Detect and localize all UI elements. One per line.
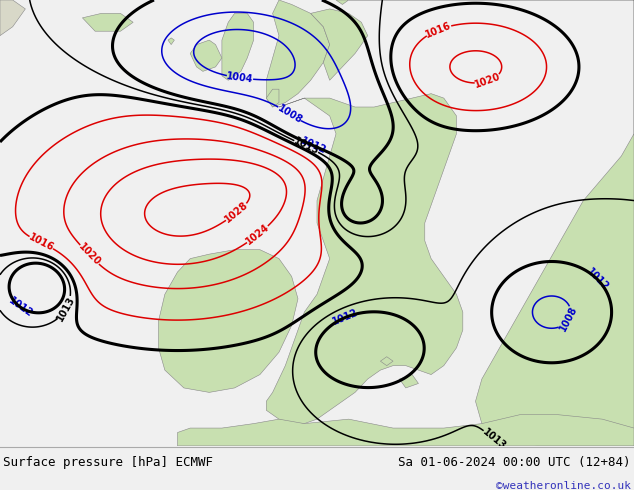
Polygon shape	[266, 0, 330, 107]
Polygon shape	[168, 38, 174, 45]
Text: 1012: 1012	[299, 135, 327, 155]
Polygon shape	[178, 415, 634, 446]
Polygon shape	[222, 13, 254, 80]
Polygon shape	[380, 357, 393, 366]
Text: 1013: 1013	[55, 294, 77, 322]
Text: 1012: 1012	[331, 308, 360, 327]
Text: 1012: 1012	[585, 267, 611, 293]
Text: 1013: 1013	[480, 427, 507, 452]
Polygon shape	[266, 89, 279, 107]
Polygon shape	[311, 9, 368, 80]
Text: 1020: 1020	[76, 242, 102, 268]
Text: 1008: 1008	[275, 103, 304, 125]
Text: 1008: 1008	[558, 305, 579, 333]
Text: 1020: 1020	[474, 72, 502, 90]
Polygon shape	[82, 13, 133, 31]
Text: Sa 01-06-2024 00:00 UTC (12+84): Sa 01-06-2024 00:00 UTC (12+84)	[398, 456, 631, 469]
Polygon shape	[158, 250, 298, 392]
Polygon shape	[336, 0, 349, 4]
Text: 1012: 1012	[7, 295, 35, 319]
Polygon shape	[0, 0, 25, 36]
Text: Surface pressure [hPa] ECMWF: Surface pressure [hPa] ECMWF	[3, 456, 213, 469]
Polygon shape	[349, 0, 634, 446]
Text: 1013: 1013	[292, 136, 321, 157]
Polygon shape	[190, 40, 222, 72]
Text: 1016: 1016	[424, 20, 453, 40]
Polygon shape	[399, 374, 418, 388]
Text: ©weatheronline.co.uk: ©weatheronline.co.uk	[496, 481, 631, 490]
Text: 1024: 1024	[244, 222, 271, 247]
Polygon shape	[266, 94, 463, 423]
Text: 1016: 1016	[27, 232, 56, 253]
Text: 1004: 1004	[226, 71, 254, 85]
Text: 1028: 1028	[223, 200, 250, 225]
